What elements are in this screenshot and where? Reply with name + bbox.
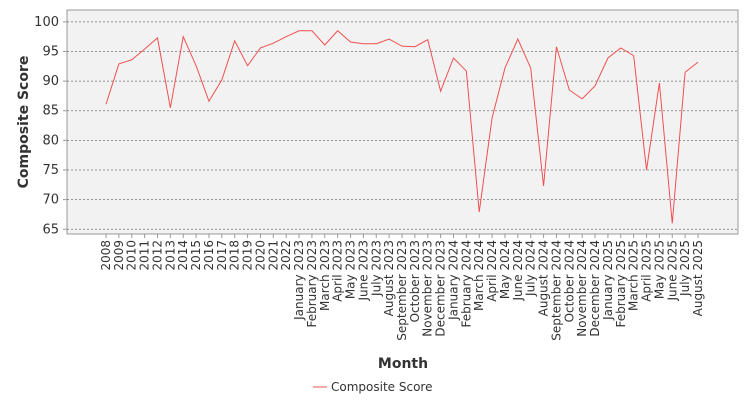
x-tick-label: November 2023 (421, 240, 435, 337)
x-tick-label: September 2024 (549, 240, 563, 341)
y-tick-label: 70 (42, 193, 59, 208)
y-tick-label: 90 (42, 74, 59, 89)
x-tick-label: 2015 (189, 240, 203, 271)
x-tick-label: August 2023 (382, 240, 396, 316)
x-tick-label: April 2023 (331, 240, 345, 302)
x-tick-label: September 2023 (395, 240, 409, 341)
x-tick-label: February 2023 (305, 240, 319, 328)
x-tick-label: January 2024 (446, 240, 460, 321)
plot-area (66, 9, 739, 235)
x-tick-label: June 2023 (356, 240, 370, 302)
x-tick-label: January 2023 (292, 240, 306, 321)
y-axis-label: Composite Score (16, 56, 32, 189)
x-tick-label: June 2025 (665, 240, 679, 302)
x-tick-label: February 2025 (614, 240, 628, 328)
x-tick-label: May 2024 (498, 240, 512, 299)
x-tick-label: March 2023 (318, 240, 332, 311)
data-line (105, 30, 699, 224)
x-tick-label: January 2025 (601, 240, 615, 321)
x-tick-label: 2016 (202, 240, 216, 271)
x-tick-label: 2011 (138, 240, 152, 271)
x-tick-label: July 2024 (524, 240, 538, 297)
y-tick-label: 95 (42, 44, 59, 59)
y-tick-label: 80 (42, 133, 59, 148)
x-tick-label: April 2024 (485, 240, 499, 302)
x-tick-label: July 2023 (369, 240, 383, 297)
x-tick-label: 2020 (253, 240, 267, 271)
x-tick-label: December 2024 (588, 240, 602, 337)
y-tick-label: 85 (42, 104, 59, 119)
x-tick-label: May 2025 (652, 240, 666, 299)
y-tick-label: 65 (42, 222, 59, 237)
x-tick-label: August 2025 (691, 240, 705, 316)
x-tick-label: 2017 (215, 240, 229, 271)
y-tick-label: 100 (34, 15, 59, 30)
x-tick-label: October 2023 (408, 240, 422, 322)
x-tick-label: December 2023 (434, 240, 448, 337)
x-tick-label: 2022 (279, 240, 293, 271)
x-tick-label: April 2025 (640, 240, 654, 302)
x-tick-label: 2019 (241, 240, 255, 271)
x-tick-label: 2014 (176, 240, 190, 271)
x-tick-label: 2010 (125, 240, 139, 271)
x-tick-label: August 2024 (537, 240, 551, 316)
x-tick-label: 2018 (228, 240, 242, 271)
x-tick-label: 2013 (163, 240, 177, 271)
x-tick-label: March 2025 (627, 240, 641, 311)
x-tick-label: October 2024 (562, 240, 576, 322)
x-tick-label: February 2024 (459, 240, 473, 328)
x-tick-label: March 2024 (472, 240, 486, 311)
x-tick-label: November 2024 (575, 240, 589, 337)
x-tick-label: 2021 (266, 240, 280, 271)
x-axis-label: Month (378, 356, 428, 372)
x-tick-label: May 2023 (344, 240, 358, 299)
x-tick-label: 2009 (112, 240, 126, 271)
legend-label: Composite Score (331, 380, 432, 394)
x-tick-label: 2012 (150, 240, 164, 271)
x-tick-label: June 2024 (511, 240, 525, 302)
y-tick-label: 75 (42, 163, 59, 178)
x-tick-label: 2008 (99, 240, 113, 271)
x-tick-label: July 2025 (678, 240, 692, 297)
